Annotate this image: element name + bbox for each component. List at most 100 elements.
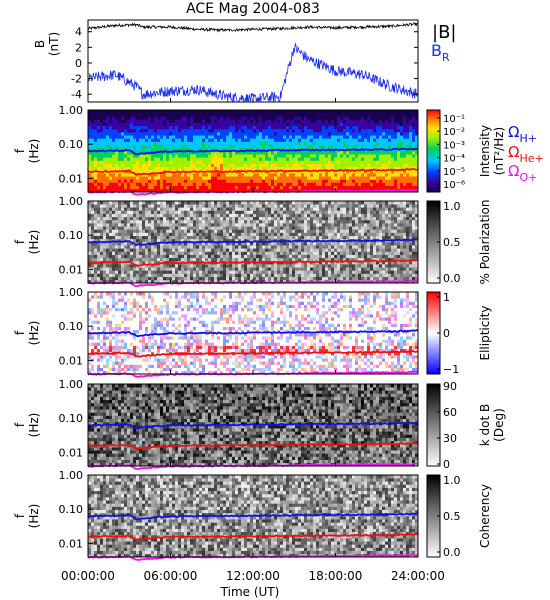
spectrogram-cell xyxy=(97,122,101,127)
spectrogram-cell xyxy=(169,160,173,164)
spectrogram-cell xyxy=(154,251,158,255)
spectrogram-cell xyxy=(328,128,332,133)
spectrogram-cell xyxy=(151,166,155,171)
spectrogram-cell xyxy=(211,119,215,123)
spectrogram-cell xyxy=(409,176,413,180)
spectrogram-cell xyxy=(247,242,251,246)
spectrogram-cell xyxy=(88,157,92,161)
spectrogram-cell xyxy=(187,276,191,281)
spectrogram-cell xyxy=(310,210,314,214)
spectrogram-cell xyxy=(124,188,128,193)
spectrogram-cell xyxy=(211,125,215,130)
spectrogram-cell xyxy=(109,151,113,155)
spectrogram-cell xyxy=(370,173,374,177)
spectrogram-cell xyxy=(193,122,197,127)
spectrogram-cell xyxy=(109,160,113,164)
spectrogram-cell xyxy=(193,257,197,262)
spectrogram-cell xyxy=(322,201,326,205)
spectrogram-cell xyxy=(184,219,188,224)
spectrogram-cell xyxy=(271,157,275,161)
spectrogram-cell xyxy=(127,245,131,249)
spectrogram-cell xyxy=(172,132,176,136)
spectrogram-cell xyxy=(292,257,296,262)
spectrogram-cell xyxy=(106,257,110,262)
spectrogram-cell xyxy=(274,173,278,177)
spectrogram-cell xyxy=(223,113,227,117)
spectrogram-cell xyxy=(142,276,146,281)
spectrogram-cell xyxy=(349,135,353,139)
spectrogram-cell xyxy=(331,116,335,120)
spectrogram-cell xyxy=(106,279,110,284)
spectrogram-cell xyxy=(373,144,377,149)
spectrogram-cell xyxy=(223,279,227,284)
spectrogram-cell xyxy=(262,179,266,183)
spectrogram-cell xyxy=(127,260,131,265)
spectrogram-cell xyxy=(298,173,302,177)
spectrogram-cell xyxy=(298,132,302,136)
spectrogram-cell xyxy=(178,163,182,168)
spectrogram-cell xyxy=(259,223,263,227)
spectrogram-cell xyxy=(220,138,224,142)
spectrogram-cell xyxy=(193,116,197,120)
spectrogram-cell xyxy=(169,207,173,211)
spectrogram-cell xyxy=(130,113,134,117)
spectrogram-cell xyxy=(214,213,218,218)
spectrogram-cell xyxy=(214,251,218,255)
spectrogram-cell xyxy=(214,110,218,114)
spectrogram-cell xyxy=(373,110,377,114)
spectrogram-cell xyxy=(226,226,230,230)
spectrogram-cell xyxy=(262,216,266,221)
spectrogram-cell xyxy=(352,160,356,164)
spectrogram-cell xyxy=(232,185,236,190)
spectrogram-cell xyxy=(289,235,293,240)
spectrogram-cell xyxy=(298,204,302,208)
spectrogram-cell xyxy=(364,169,368,174)
spectrogram-cell xyxy=(223,216,227,221)
spectrogram-cell xyxy=(271,119,275,123)
spectrogram-cell xyxy=(406,138,410,142)
spectrogram-cell xyxy=(193,226,197,230)
spectrogram-cell xyxy=(154,245,158,249)
spectrogram-cell xyxy=(238,213,242,218)
spectrogram-cell xyxy=(334,144,338,149)
spectrogram-cell xyxy=(91,245,95,249)
spectrogram-cell xyxy=(178,226,182,230)
spectrogram-cell xyxy=(184,163,188,168)
spectrogram-cell xyxy=(232,179,236,183)
spectrogram-cell xyxy=(193,163,197,168)
spectrogram-cell xyxy=(112,135,116,139)
spectrogram-cell xyxy=(364,132,368,136)
spectrogram-cell xyxy=(199,242,203,246)
spectrogram-cell xyxy=(124,210,128,214)
spectrogram-cell xyxy=(124,151,128,155)
spectrogram-cell xyxy=(244,147,248,152)
spectrogram-cell xyxy=(145,157,149,161)
spectrogram-cell xyxy=(97,201,101,205)
spectrogram-cell xyxy=(169,113,173,117)
spectrogram-cell xyxy=(358,166,362,171)
spectrogram-cell xyxy=(226,279,230,284)
spectrogram-cell xyxy=(214,248,218,252)
spectrogram-cell xyxy=(193,185,197,190)
spectrogram-cell xyxy=(406,122,410,127)
spectrogram-cell xyxy=(358,113,362,117)
spectrogram-cell xyxy=(154,166,158,171)
spectrogram-cell xyxy=(133,270,137,274)
spectrogram-cell xyxy=(190,254,194,259)
spectrogram-cell xyxy=(313,216,317,221)
spectrogram-cell xyxy=(190,216,194,221)
spectrogram-cell xyxy=(313,213,317,218)
spectrogram-cell xyxy=(109,173,113,177)
spectrogram-cell xyxy=(202,279,206,284)
spectrogram-cell xyxy=(322,179,326,183)
spectrogram-cell xyxy=(256,279,260,284)
spectrogram-cell xyxy=(307,273,311,277)
spectrogram-cell xyxy=(136,219,140,224)
spectrogram-cell xyxy=(286,232,290,236)
spectrogram-cell xyxy=(232,160,236,164)
spectrogram-cell xyxy=(313,141,317,145)
spectrogram-cell xyxy=(280,151,284,155)
spectrogram-cell xyxy=(391,166,395,171)
spectrogram-cell xyxy=(316,267,320,271)
spectrogram-cell xyxy=(334,157,338,161)
